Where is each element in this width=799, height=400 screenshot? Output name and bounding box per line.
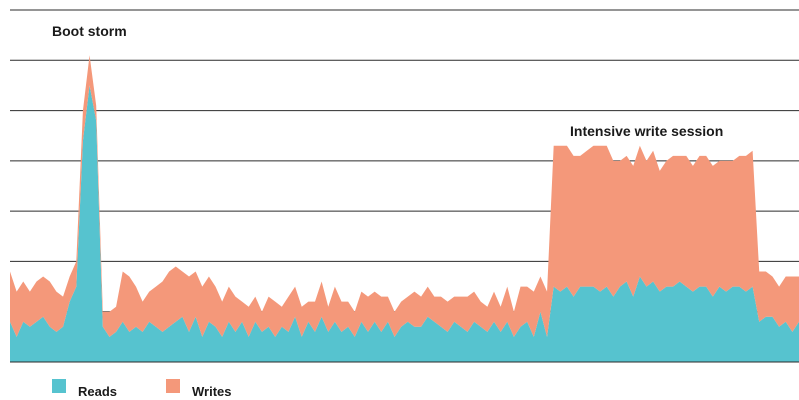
legend-label-reads: Reads (78, 384, 118, 399)
gridlines (10, 9, 799, 313)
legend-label-writes: Writes (192, 384, 232, 399)
annotation-boot-storm: Boot storm (52, 23, 127, 39)
area-reads (10, 85, 799, 363)
legend-swatch-writes (166, 378, 180, 393)
legend-swatch-reads (52, 378, 66, 393)
stacked-area-chart: Boot storm Intensive write session (10, 9, 799, 363)
legend: Reads Writes (0, 378, 799, 400)
annotation-intensive-write-session: Intensive write session (570, 123, 723, 139)
legend-item-reads: Reads (52, 378, 117, 399)
legend-item-writes: Writes (166, 378, 232, 399)
area-writes (10, 55, 799, 337)
area-series (10, 55, 799, 363)
